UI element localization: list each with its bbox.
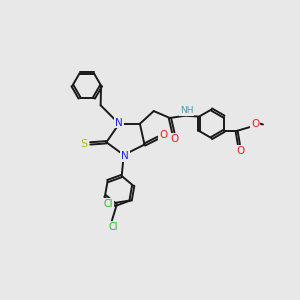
Text: Cl: Cl: [104, 199, 113, 209]
Text: O: O: [251, 119, 259, 130]
Text: N: N: [121, 151, 129, 161]
Text: S: S: [80, 139, 87, 149]
Text: O: O: [159, 130, 168, 140]
Text: O: O: [170, 134, 179, 144]
Text: NH: NH: [180, 106, 193, 115]
Text: O: O: [236, 146, 244, 156]
Text: Cl: Cl: [108, 222, 118, 232]
Text: N: N: [115, 118, 123, 128]
